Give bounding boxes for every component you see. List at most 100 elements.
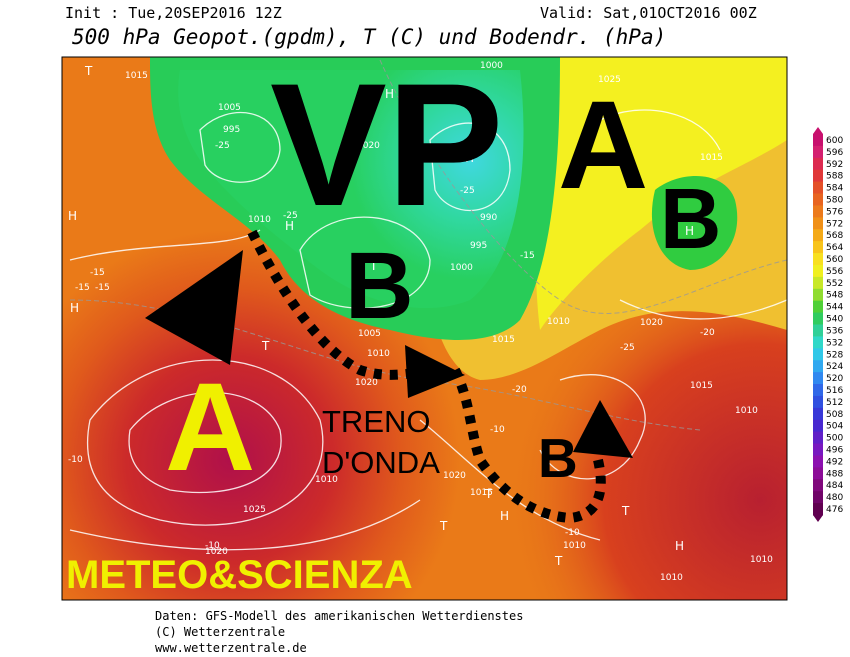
pressure-label: 1005	[358, 329, 381, 339]
colorbar-label: 556	[826, 267, 843, 277]
valid-time: Valid: Sat,01OCT2016 00Z	[540, 4, 757, 22]
pressure-label: 1010	[563, 541, 586, 551]
colorbar-swatch	[813, 384, 823, 397]
pressure-label: 1010	[367, 349, 390, 359]
colorbar-swatch	[813, 217, 823, 230]
map-title: 500 hPa Geopot.(gpdm), T (C) und Bodendr…	[72, 25, 666, 49]
colorbar-label: 596	[826, 148, 843, 158]
colorbar-label: 524	[826, 362, 843, 372]
colorbar-swatch	[813, 229, 823, 242]
pressure-label: 1015	[700, 153, 723, 163]
pressure-centre: T	[369, 259, 378, 273]
colorbar-swatch	[813, 193, 823, 206]
pressure-label: 1020	[205, 547, 228, 557]
colorbar-swatch	[813, 455, 823, 468]
colorbar-label: 588	[826, 172, 843, 182]
pressure-label: 995	[470, 241, 487, 251]
colorbar-label: 548	[826, 291, 843, 301]
colorbar-swatch	[813, 443, 823, 456]
colorbar-label: 508	[826, 410, 843, 420]
colorbar-swatch	[813, 324, 823, 337]
footer-line: www.wetterzentrale.de	[155, 641, 307, 655]
temperature-label: -10	[205, 541, 220, 551]
pressure-label: 1020	[443, 471, 466, 481]
annotation-shapes	[145, 229, 633, 524]
temperature-label: -25	[460, 186, 475, 196]
temperature-label: -20	[700, 328, 715, 338]
colorbar-label: 480	[826, 493, 843, 503]
colorbar-label: 564	[826, 243, 843, 253]
pressure-label: 1010	[547, 317, 570, 327]
pressure-label: 1020	[640, 318, 663, 328]
pressure-label: 1010	[248, 215, 271, 225]
colorbar-label: 528	[826, 350, 843, 360]
pressure-label: 1005	[218, 103, 241, 113]
footer-line: (C) Wetterzentrale	[155, 625, 285, 639]
colorbar-swatch	[813, 372, 823, 385]
pressure-label: 1010	[735, 406, 758, 416]
temperature-label: -25	[283, 211, 298, 221]
pressure-label: 1020	[357, 141, 380, 151]
colorbar-label: 520	[826, 374, 843, 384]
pressure-label: 1025	[243, 505, 266, 515]
pressure-label: 1010	[750, 555, 773, 565]
pressure-label: 1015	[470, 488, 493, 498]
colorbar-label: 572	[826, 219, 843, 229]
colorbar-label: 488	[826, 469, 843, 479]
footer-line: Daten: GFS-Modell des amerikanischen Wet…	[155, 609, 523, 623]
colorbar-label: 496	[826, 446, 843, 456]
pressure-label: 1010	[315, 475, 338, 485]
temperature-label: -10	[490, 425, 505, 435]
colorbar-label: 536	[826, 326, 843, 336]
colorbar-label: 576	[826, 207, 843, 217]
pressure-centre: T	[554, 554, 563, 568]
annotation-a-west: A	[165, 358, 255, 497]
colorbar-swatch	[813, 264, 823, 278]
temperature-label: -15	[95, 283, 110, 293]
colorbar-label: 584	[826, 184, 843, 194]
annotation-b-south: B	[538, 427, 578, 489]
colorbar-swatch	[813, 241, 823, 254]
pressure-centre: H	[285, 219, 294, 233]
colorbar-label: 544	[826, 303, 843, 313]
annotation-a-north: A	[558, 76, 648, 215]
colorbar-swatch	[813, 205, 823, 218]
colorbar-label: 484	[826, 481, 843, 491]
pressure-label: 1000	[480, 61, 503, 71]
annotation-donda: D'ONDA	[322, 445, 440, 480]
colorbar-swatch	[813, 312, 823, 325]
pressure-centre: T	[484, 487, 493, 501]
pressure-label: 995	[223, 125, 240, 135]
pressure-centre: H	[70, 301, 79, 315]
init-time: Init : Tue,20SEP2016 12Z	[65, 4, 282, 22]
pressure-label: 1025	[598, 75, 621, 85]
colorbar-swatch	[813, 360, 823, 373]
watermark: METEO&SCIENZA	[66, 553, 413, 597]
pressure-label: 1010	[660, 573, 683, 583]
pressure-centre: H	[385, 87, 394, 101]
colorbar-label: 532	[826, 338, 843, 348]
pressure-label: 1020	[355, 378, 378, 388]
pressure-label: 1015	[690, 381, 713, 391]
pressure-centre: T	[261, 339, 270, 353]
temperature-label: -25	[620, 343, 635, 353]
pressure-label: 1015	[492, 335, 515, 345]
temperature-label: -15	[520, 251, 535, 261]
colorbar-swatch	[813, 288, 823, 302]
colorbar-swatch	[813, 479, 823, 492]
colorbar-label: 552	[826, 279, 843, 289]
colorbar-swatch	[813, 491, 823, 504]
colorbar-label: 504	[826, 422, 843, 432]
colorbar-swatch	[813, 169, 823, 183]
colorbar-swatch	[813, 407, 823, 421]
temperature-label: -15	[75, 283, 90, 293]
pressure-centre: H	[675, 539, 684, 553]
annotation-vp: VP	[270, 48, 503, 243]
temperature-label: -15	[90, 268, 105, 278]
pressure-centre: H	[465, 151, 474, 165]
temperature-label: -25	[215, 141, 230, 151]
colorbar-label: 580	[826, 195, 843, 205]
pressure-centre: H	[685, 224, 694, 238]
